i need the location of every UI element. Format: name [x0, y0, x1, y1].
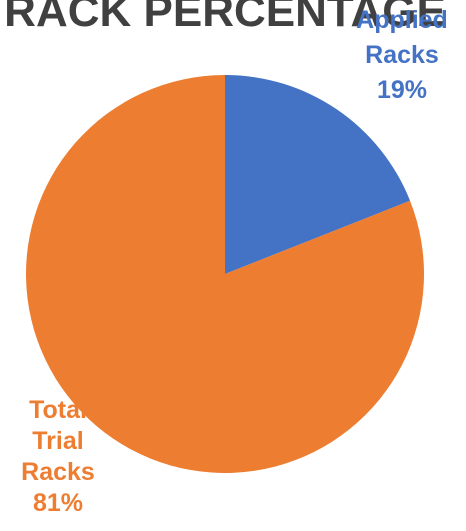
pie-slice-total-trial-racks: [25, 75, 424, 473]
chart-title: RACK PERCENTAGE: [4, 0, 446, 36]
data-label-applied-racks: Applied Racks 19%: [356, 6, 448, 104]
pie-slice-applied-racks: [225, 75, 411, 274]
pie-data-labels: Applied Racks 19% Total Trial Racks 81%: [21, 6, 448, 517]
data-label-total-trial-racks: Total Trial Racks 81%: [21, 396, 95, 517]
pie-slices: [25, 75, 424, 473]
